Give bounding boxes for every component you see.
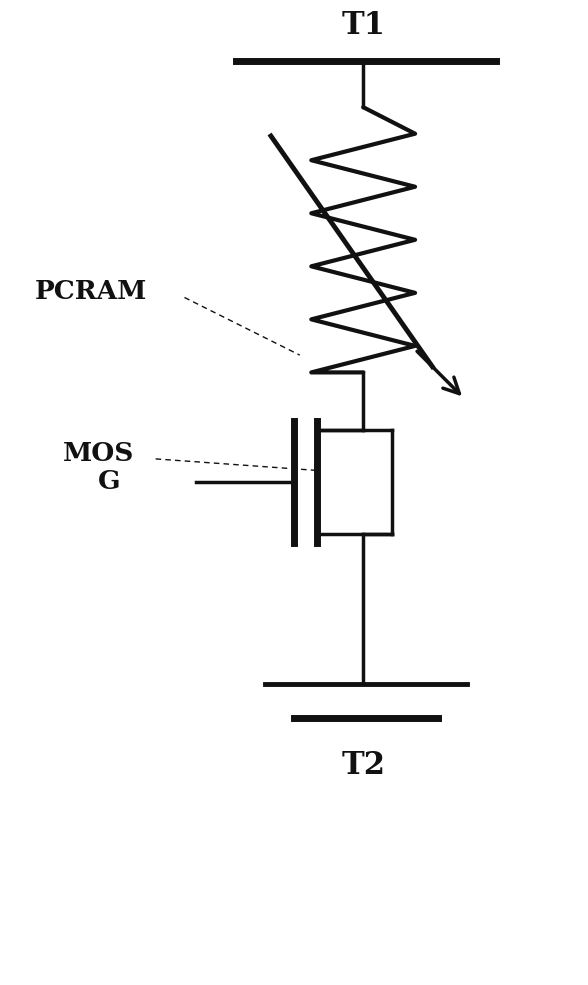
Text: G: G — [98, 470, 121, 494]
Text: PCRAM: PCRAM — [35, 279, 147, 304]
Text: MOS: MOS — [64, 440, 135, 466]
Text: T2: T2 — [341, 751, 385, 781]
Text: T1: T1 — [341, 10, 385, 40]
